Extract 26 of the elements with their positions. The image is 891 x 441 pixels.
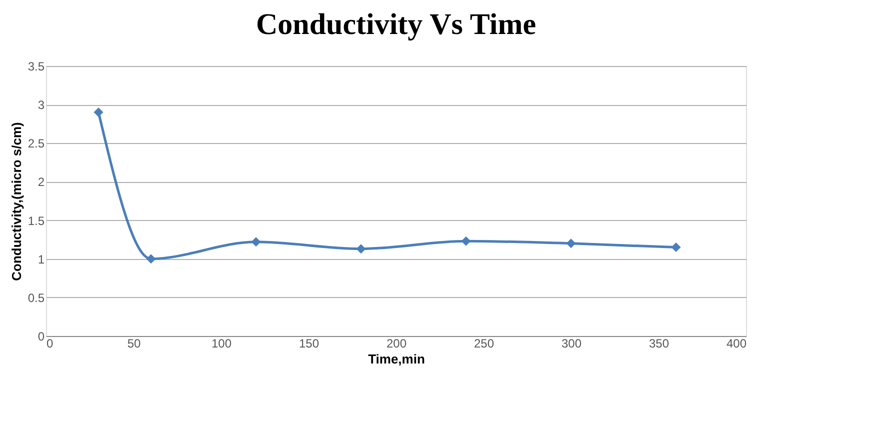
y-tick-label: 0.5 [28, 290, 45, 305]
point [356, 244, 366, 254]
y-axis-title: Conductivity,(micro s/cm) [8, 122, 24, 281]
x-tick-label: 150 [298, 336, 320, 350]
y-tick-label: 2 [38, 175, 45, 190]
point [251, 237, 261, 247]
y-tick-label: 1.5 [28, 214, 45, 228]
point [671, 242, 681, 252]
x-tick-label: 300 [561, 336, 582, 350]
y-tick-label: 1 [38, 252, 45, 266]
point [461, 236, 471, 246]
y-tick-label: 3 [38, 98, 45, 112]
x-tick-label: 350 [648, 336, 670, 350]
x-tick-label: 0 [46, 336, 54, 350]
x-tick-label: 50 [127, 336, 141, 350]
y-tick-label: 3.5 [28, 60, 45, 74]
x-tick-label: 200 [386, 336, 407, 350]
x-tick-label: 250 [474, 336, 494, 350]
chart-title: Conductivity Vs Time [256, 8, 536, 41]
x-axis-title: Time,min [368, 352, 425, 366]
x-tick-label: 400 [726, 336, 747, 350]
point [146, 254, 156, 264]
y-tick-label: 2.5 [28, 136, 45, 151]
point [566, 238, 576, 248]
point [94, 108, 104, 118]
x-tick-label: 100 [211, 336, 232, 350]
